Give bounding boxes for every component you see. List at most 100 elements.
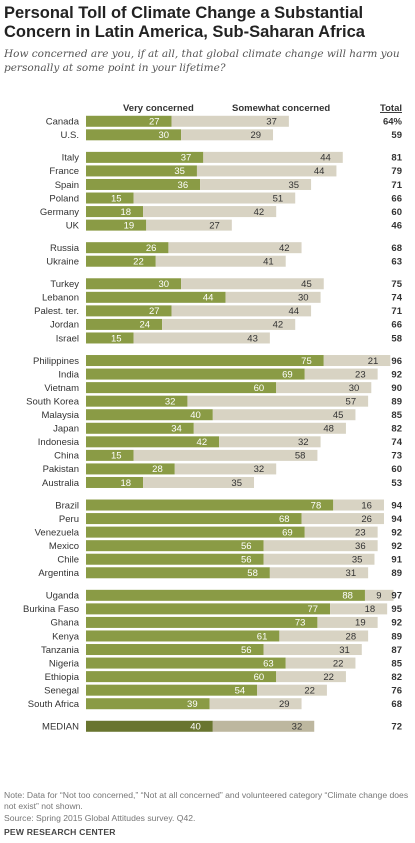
value-label-very: 61 bbox=[257, 631, 268, 642]
country-label: Australia bbox=[42, 478, 80, 489]
value-label-very: 27 bbox=[149, 117, 160, 128]
total-column-header: Total bbox=[380, 103, 402, 114]
bar-somewhat-concerned bbox=[263, 553, 375, 565]
bar-somewhat-concerned bbox=[174, 463, 277, 475]
value-label-very: 39 bbox=[187, 699, 198, 710]
value-label-somewhat: 16 bbox=[361, 500, 372, 511]
bar-very-concerned bbox=[86, 115, 172, 127]
bar-very-concerned bbox=[86, 192, 134, 204]
bar-somewhat-concerned bbox=[143, 206, 277, 218]
bar-somewhat-concerned bbox=[196, 165, 337, 177]
total-value: 81 bbox=[391, 153, 402, 164]
value-label-very: 35 bbox=[174, 166, 185, 177]
country-label: Burkina Faso bbox=[23, 604, 79, 615]
bar-somewhat-concerned bbox=[171, 115, 289, 127]
country-label: India bbox=[58, 369, 79, 380]
value-label-somewhat: 44 bbox=[288, 306, 299, 317]
bar-very-concerned bbox=[86, 630, 280, 642]
bar-somewhat-concerned bbox=[257, 684, 327, 696]
value-label-somewhat: 19 bbox=[355, 618, 366, 629]
total-value: 92 bbox=[391, 618, 402, 629]
bar-somewhat-concerned bbox=[200, 178, 312, 190]
country-label: China bbox=[54, 451, 80, 462]
value-label-somewhat: 35 bbox=[352, 555, 363, 566]
country-label: Chile bbox=[57, 555, 79, 566]
total-value: 53 bbox=[391, 478, 402, 489]
value-label-somewhat: 42 bbox=[273, 320, 284, 331]
bar-very-concerned bbox=[86, 278, 182, 290]
country-label: Canada bbox=[46, 117, 80, 128]
value-label-very: 56 bbox=[241, 645, 252, 656]
total-value: 74 bbox=[391, 437, 402, 448]
bar-very-concerned bbox=[86, 255, 156, 267]
total-value: 73 bbox=[391, 451, 402, 462]
country-label: Malaysia bbox=[42, 410, 80, 421]
bar-somewhat-concerned bbox=[276, 671, 346, 683]
total-value: 92 bbox=[391, 527, 402, 538]
bar-very-concerned bbox=[86, 129, 182, 141]
value-label-very: 63 bbox=[263, 658, 274, 669]
bar-somewhat-concerned bbox=[333, 499, 384, 511]
value-label-very: 54 bbox=[235, 685, 246, 696]
total-value: 82 bbox=[391, 672, 402, 683]
bar-somewhat-concerned bbox=[219, 436, 321, 448]
value-label-very: 56 bbox=[241, 541, 252, 552]
value-label-very: 18 bbox=[120, 478, 131, 489]
bar-somewhat-concerned bbox=[171, 305, 312, 317]
bar-very-concerned bbox=[86, 499, 334, 511]
country-label: MEDIAN bbox=[42, 722, 79, 733]
value-label-very: 37 bbox=[181, 153, 192, 164]
value-label-somewhat: 42 bbox=[254, 207, 265, 218]
bar-somewhat-concerned bbox=[263, 540, 378, 552]
bar-somewhat-concerned bbox=[181, 278, 324, 290]
value-label-somewhat: 29 bbox=[279, 699, 290, 710]
value-label-very: 26 bbox=[146, 243, 157, 254]
country-label: Germany bbox=[40, 207, 79, 218]
total-value: 89 bbox=[391, 396, 402, 407]
total-value: 82 bbox=[391, 424, 402, 435]
bar-very-concerned bbox=[86, 422, 194, 434]
value-label-very: 27 bbox=[149, 306, 160, 317]
bar-very-concerned bbox=[86, 553, 264, 565]
value-label-very: 40 bbox=[190, 722, 201, 733]
bar-very-concerned bbox=[86, 644, 264, 656]
value-label-somewhat: 27 bbox=[209, 220, 220, 231]
total-value: 95 bbox=[391, 604, 402, 615]
total-value: 60 bbox=[391, 464, 402, 475]
value-label-very: 60 bbox=[254, 672, 265, 683]
bar-very-concerned bbox=[86, 332, 134, 344]
value-label-very: 40 bbox=[190, 410, 201, 421]
country-label: Tanzania bbox=[41, 645, 80, 656]
bar-very-concerned bbox=[86, 206, 144, 218]
total-value: 89 bbox=[391, 631, 402, 642]
country-label: Russia bbox=[50, 243, 80, 254]
value-label-somewhat: 32 bbox=[298, 437, 309, 448]
total-value: 91 bbox=[391, 555, 402, 566]
value-label-somewhat: 32 bbox=[292, 722, 303, 733]
value-label-very: 15 bbox=[111, 451, 122, 462]
total-value: 66 bbox=[391, 193, 402, 204]
value-label-very: 28 bbox=[152, 464, 163, 475]
chart-source: Source: Spring 2015 Global Attitudes sur… bbox=[4, 813, 196, 823]
country-label: Indonesia bbox=[38, 437, 80, 448]
total-value: 89 bbox=[391, 568, 402, 579]
organization-credit: PEW RESEARCH CENTER bbox=[4, 827, 116, 837]
country-label: Nigeria bbox=[49, 658, 80, 669]
legend-very-concerned: Very concerned bbox=[123, 103, 194, 114]
value-label-very: 88 bbox=[342, 591, 353, 602]
bar-very-concerned bbox=[86, 219, 147, 231]
total-value: 92 bbox=[391, 541, 402, 552]
total-value: 94 bbox=[391, 500, 402, 511]
total-value: 66 bbox=[391, 320, 402, 331]
bar-somewhat-concerned bbox=[162, 318, 296, 330]
country-label: Argentina bbox=[38, 568, 79, 579]
value-label-somewhat: 31 bbox=[339, 645, 350, 656]
value-label-somewhat: 58 bbox=[295, 451, 306, 462]
value-label-very: 24 bbox=[140, 320, 151, 331]
bar-somewhat-concerned bbox=[193, 422, 346, 434]
total-value: 87 bbox=[391, 645, 402, 656]
total-value: 96 bbox=[391, 356, 402, 367]
legend-somewhat-concerned: Somewhat concerned bbox=[232, 103, 330, 114]
country-label: Poland bbox=[49, 193, 79, 204]
total-value: 76 bbox=[391, 685, 402, 696]
